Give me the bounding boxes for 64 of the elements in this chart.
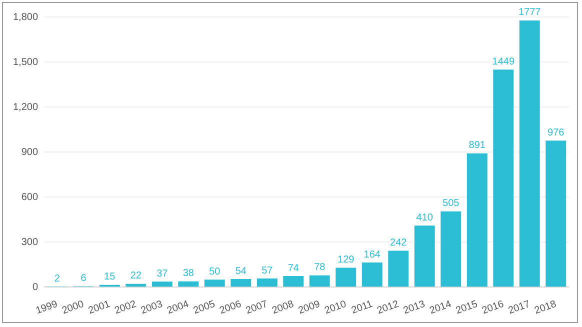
bar — [126, 284, 146, 287]
data-label: 78 — [314, 262, 326, 274]
y-tick-label: 1,500 — [12, 56, 38, 68]
data-label: 242 — [390, 238, 408, 249]
bar — [256, 278, 278, 287]
bar — [204, 280, 225, 287]
x-tick-label: 2001 — [86, 298, 112, 317]
x-tick-label: 2005 — [192, 298, 218, 317]
bar — [440, 211, 462, 287]
data-label: 891 — [468, 140, 486, 152]
x-tick-label: 2000 — [60, 298, 86, 317]
data-label: 976 — [548, 127, 565, 138]
y-tick-label: 300 — [21, 236, 38, 248]
bar — [178, 281, 199, 287]
bar — [309, 275, 330, 287]
data-label: 1449 — [492, 56, 515, 68]
x-tick-label: 2016 — [480, 298, 506, 317]
bar — [546, 140, 566, 287]
data-label: 1777 — [518, 7, 542, 18]
x-tick-label: 2018 — [533, 298, 558, 317]
data-label: 57 — [262, 265, 274, 276]
y-tick-label: 600 — [21, 192, 38, 203]
data-label: 37 — [156, 268, 168, 280]
data-label: 15 — [104, 272, 116, 283]
x-tick-label: 2006 — [218, 298, 244, 317]
data-label: 50 — [209, 266, 221, 278]
x-tick-label: 2012 — [376, 298, 401, 317]
data-label: 410 — [416, 212, 434, 224]
y-tick-label: 1,800 — [12, 12, 38, 23]
data-label: 54 — [235, 266, 247, 277]
y-tick-label: 1,200 — [12, 102, 38, 113]
x-tick-label: 2009 — [296, 298, 322, 317]
y-tick-label: 900 — [21, 146, 38, 158]
data-label: 74 — [288, 262, 300, 274]
bar — [283, 276, 304, 287]
x-tick-label: 1999 — [34, 298, 60, 317]
bar — [519, 20, 540, 287]
bar — [362, 262, 382, 287]
x-tick-label: 2003 — [139, 298, 165, 317]
data-label: 129 — [338, 254, 355, 266]
x-tick-label: 2011 — [350, 298, 375, 317]
data-label: 164 — [364, 249, 381, 260]
x-tick-label: 2008 — [270, 298, 296, 317]
bar — [493, 70, 514, 287]
x-tick-label: 2017 — [506, 298, 532, 317]
data-label: 22 — [130, 270, 142, 282]
x-tick-label: 2007 — [244, 298, 270, 317]
y-tick-label: 0 — [32, 282, 38, 293]
x-tick-label: 2002 — [113, 298, 138, 317]
data-label: 505 — [442, 198, 460, 210]
x-tick-label: 2010 — [323, 298, 348, 317]
bar — [466, 153, 488, 287]
data-label: 38 — [182, 268, 194, 280]
bar — [388, 250, 409, 287]
data-label: 6 — [80, 272, 87, 284]
bar — [336, 268, 356, 287]
bar — [152, 282, 172, 287]
bar — [414, 226, 435, 287]
bar — [230, 279, 252, 287]
x-tick-label: 2014 — [428, 298, 454, 317]
x-tick-label: 2004 — [166, 298, 191, 317]
data-label: 2 — [54, 274, 60, 285]
x-tick-label: 2015 — [454, 298, 480, 317]
x-tick-label: 2013 — [402, 298, 428, 317]
